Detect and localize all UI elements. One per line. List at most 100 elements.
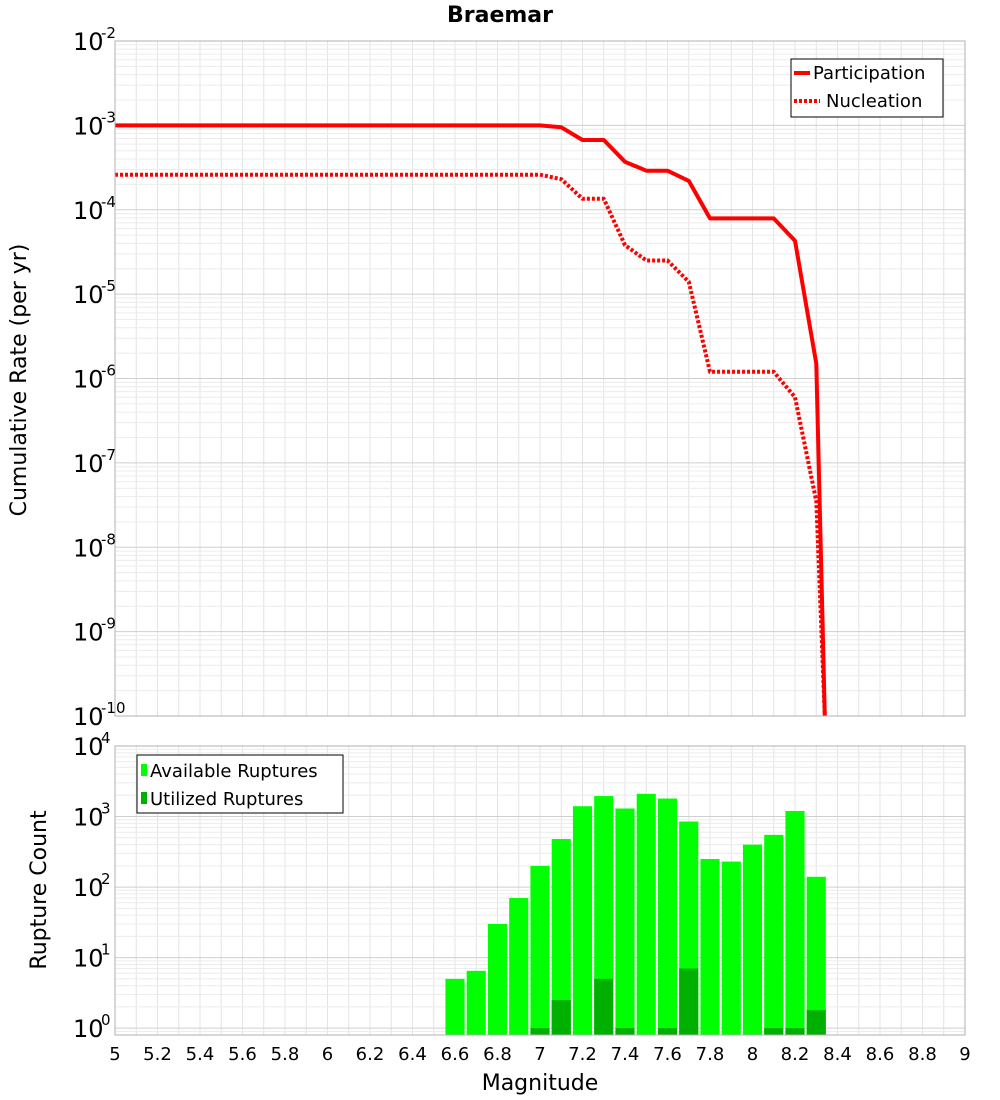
x-tick-label: 8.4 (823, 1044, 852, 1065)
x-tick-label: 7.4 (611, 1044, 640, 1065)
tick-base: 10 (73, 945, 104, 973)
top-y-tick-label: 10-7 (73, 446, 116, 478)
series-line-nucleation (115, 172, 827, 717)
bar-utilized (679, 968, 699, 1035)
tick-exponent: -5 (101, 277, 116, 295)
bar-utilized (657, 1028, 678, 1035)
x-tick-label: 8.6 (866, 1044, 895, 1065)
bar-available (742, 844, 763, 1035)
bar-utilized (551, 1000, 571, 1035)
bar-available (572, 806, 593, 1035)
top-y-axis-label: Cumulative Rate (per yr) (7, 244, 32, 517)
bar-available (764, 834, 784, 1035)
bottom-legend-box (136, 754, 344, 814)
tick-exponent: -4 (101, 193, 116, 211)
x-tick-label: 5 (109, 1044, 120, 1065)
tick-exponent: -2 (101, 24, 116, 42)
x-tick-label: 5.4 (186, 1044, 215, 1065)
legend-available-label: Available Ruptures (150, 761, 318, 782)
bar-available (785, 810, 805, 1035)
bar-available (487, 923, 508, 1035)
bar-available (509, 898, 529, 1035)
x-tick-label: 7.8 (696, 1044, 725, 1065)
top-y-tick-label: 10-4 (73, 193, 116, 225)
top-plot-frame (114, 40, 966, 717)
bar-available (636, 793, 656, 1035)
x-tick-label: 5.8 (271, 1044, 300, 1065)
x-tick-label: 5.2 (143, 1044, 172, 1065)
x-tick-label: 7 (534, 1044, 545, 1065)
x-tick-label: 8.2 (781, 1044, 810, 1065)
tick-base: 10 (73, 874, 104, 902)
top-y-ticks: 10-210-310-410-510-610-710-810-910-10 (73, 24, 126, 731)
x-tick-label: 6.2 (356, 1044, 385, 1065)
bottom-legend: Available Ruptures Utilized Ruptures (136, 754, 344, 814)
tick-exponent: 4 (101, 729, 111, 747)
bar-available (551, 839, 571, 1035)
bottom-y-tick-label: 104 (73, 729, 111, 761)
bar-available (594, 796, 614, 1035)
top-y-tick-label: 10-6 (73, 362, 116, 394)
top-legend-box (790, 58, 944, 118)
top-grid (114, 41, 966, 717)
tick-base: 10 (73, 197, 104, 225)
x-ticks: 5 5.2 5.4 5.6 5.8 6 6.2 6.4 6.6 6.8 7 7.2 7.4 7.6 7.8 8… (109, 1044, 970, 1065)
bar-available (615, 808, 635, 1035)
top-y-tick-label: 10-2 (73, 24, 116, 56)
bar-available (466, 970, 486, 1035)
x-tick-label: 5.6 (228, 1044, 257, 1065)
top-y-tick-label: 10-10 (73, 699, 126, 731)
bar-available (721, 861, 741, 1035)
tick-base: 10 (73, 1015, 104, 1043)
x-tick-label: 8.8 (908, 1044, 937, 1065)
legend-utilized-swatch (141, 792, 147, 804)
top-y-tick-label: 10-8 (73, 530, 116, 562)
x-tick-label: 7.2 (568, 1044, 597, 1065)
top-legend: Participation Nucleation (790, 58, 944, 118)
bar-available (700, 859, 720, 1035)
chart-title: Braemar (447, 3, 553, 28)
bar-available (530, 865, 550, 1035)
x-tick-label: 9 (959, 1044, 970, 1065)
tick-base: 10 (73, 281, 104, 309)
tick-base: 10 (73, 619, 104, 647)
bar-utilized (615, 1028, 635, 1035)
top-y-tick-label: 10-5 (73, 277, 116, 309)
bar-utilized (785, 1028, 805, 1035)
legend-nucleation-label: Nucleation (826, 91, 922, 112)
tick-exponent: 3 (101, 800, 111, 818)
series-line-participation (115, 123, 827, 717)
legend-participation-label: Participation (813, 63, 925, 84)
tick-exponent: -7 (101, 446, 116, 464)
tick-exponent: -10 (101, 699, 126, 717)
x-tick-label: 6.8 (483, 1044, 512, 1065)
bar-available (445, 978, 465, 1035)
tick-exponent: 0 (101, 1011, 111, 1029)
tick-exponent: -6 (101, 362, 116, 380)
bottom-y-tick-label: 100 (73, 1011, 111, 1043)
tick-exponent: 1 (101, 941, 111, 959)
bar-available (806, 876, 826, 1035)
bottom-y-tick-label: 102 (73, 870, 111, 902)
tick-base: 10 (73, 450, 104, 478)
x-axis-label: Magnitude (482, 1071, 599, 1096)
tick-exponent: -9 (101, 615, 116, 633)
bar-utilized (530, 1028, 550, 1035)
top-y-tick-label: 10-3 (73, 108, 116, 140)
tick-base: 10 (73, 112, 104, 140)
bar-utilized (764, 1028, 784, 1035)
tick-base: 10 (73, 534, 104, 562)
tick-base: 10 (73, 733, 104, 761)
legend-available-swatch (141, 764, 147, 776)
x-tick-label: 6 (322, 1044, 333, 1065)
top-y-tick-label: 10-9 (73, 615, 116, 647)
x-tick-label: 6.4 (398, 1044, 427, 1065)
bottom-y-tick-label: 103 (73, 800, 111, 832)
tick-base: 10 (73, 703, 104, 731)
bar-available (657, 798, 678, 1035)
bar-utilized (806, 1010, 826, 1035)
tick-exponent: -8 (101, 530, 116, 548)
